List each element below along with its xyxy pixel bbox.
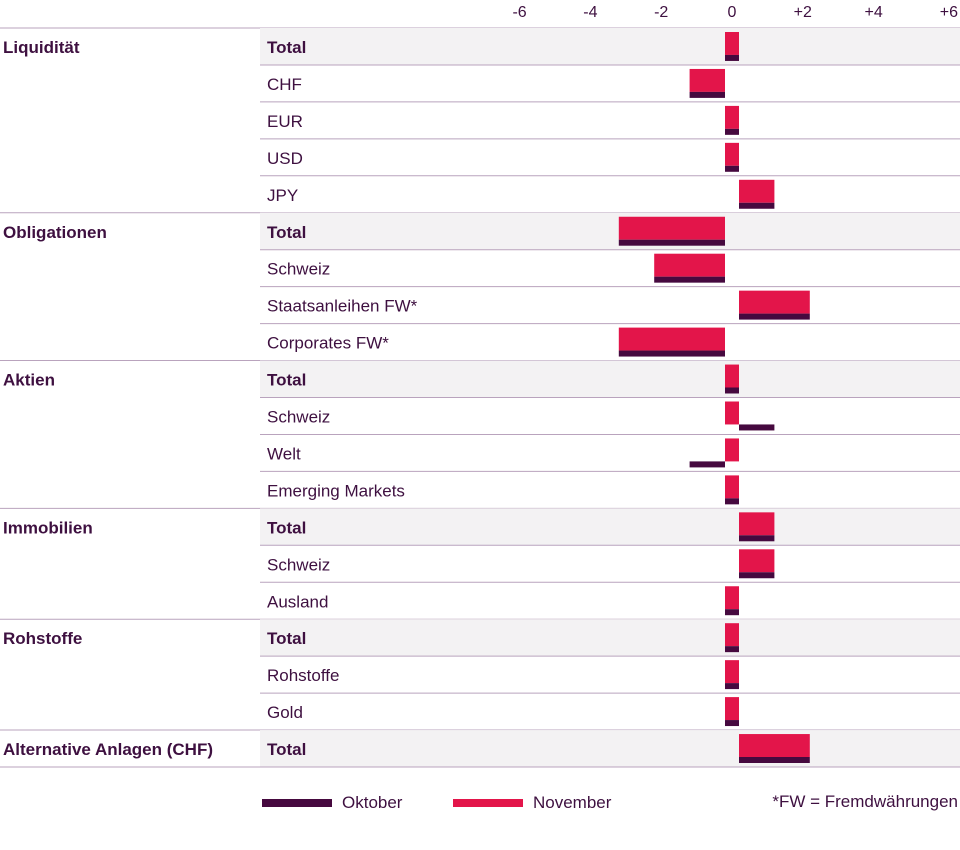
bar-november xyxy=(725,586,739,610)
bar-oktober xyxy=(618,350,725,357)
row-label: Welt xyxy=(267,444,301,463)
row-label: Total xyxy=(267,629,306,648)
group-label-aktien: Aktien xyxy=(3,371,55,390)
row-label: Total xyxy=(267,740,306,759)
bar-november xyxy=(725,697,739,721)
bar-november xyxy=(725,32,739,55)
bar-oktober xyxy=(689,461,725,468)
bar-oktober xyxy=(725,609,739,616)
x-tick-label: -2 xyxy=(654,4,668,21)
bar-oktober xyxy=(739,313,810,320)
row-label: Schweiz xyxy=(267,260,330,279)
bar-november xyxy=(618,327,725,351)
row-label: Corporates FW* xyxy=(267,334,389,353)
row-label: JPY xyxy=(267,186,298,205)
bar-oktober xyxy=(725,165,739,172)
bar-oktober xyxy=(725,128,739,135)
bar-november xyxy=(739,734,810,757)
x-tick-label: -6 xyxy=(512,4,526,21)
bar-november xyxy=(689,68,725,92)
bar-oktober xyxy=(725,683,739,690)
bar-oktober xyxy=(725,720,739,727)
bar-oktober xyxy=(739,757,810,763)
row-label: Schweiz xyxy=(267,408,330,427)
bar-november xyxy=(739,512,775,536)
row-band xyxy=(260,619,960,657)
bar-november xyxy=(725,475,739,499)
group-label-liquidität: Liquidität xyxy=(3,38,80,57)
group-label-immobilien: Immobilien xyxy=(3,518,93,537)
bar-november xyxy=(725,623,739,647)
row-label: Emerging Markets xyxy=(267,481,405,500)
x-tick-label: 0 xyxy=(728,4,737,21)
bar-november xyxy=(618,216,725,240)
bar-oktober xyxy=(725,498,739,505)
bar-november xyxy=(654,253,725,277)
row-label: Total xyxy=(267,518,306,537)
bar-november xyxy=(739,549,775,573)
group-label-rohstoffe: Rohstoffe xyxy=(3,629,82,648)
bar-november xyxy=(739,179,775,203)
footnote: *FW = Fremdwährungen xyxy=(772,792,958,811)
bar-november xyxy=(725,142,739,166)
bar-oktober xyxy=(618,239,725,246)
bar-november xyxy=(725,660,739,684)
bar-oktober xyxy=(739,572,775,579)
x-tick-label: +6 xyxy=(940,4,958,21)
group-label-obligationen: Obligationen xyxy=(3,223,107,242)
x-tick-label: +4 xyxy=(864,4,882,21)
row-label: EUR xyxy=(267,112,303,131)
bar-oktober xyxy=(739,202,775,209)
bar-oktober xyxy=(654,276,725,283)
bar-oktober xyxy=(725,646,739,653)
group-label-alternative-anlagen-chf: Alternative Anlagen (CHF) xyxy=(3,740,213,759)
row-band xyxy=(260,730,960,767)
row-label: Gold xyxy=(267,703,303,722)
bar-november xyxy=(725,364,739,388)
row-label: Schweiz xyxy=(267,555,330,574)
bar-november xyxy=(725,438,739,462)
row-label: Total xyxy=(267,223,306,242)
row-label: USD xyxy=(267,149,303,168)
legend-label-november: November xyxy=(533,793,612,812)
x-tick-label: -4 xyxy=(583,4,597,21)
row-band xyxy=(260,212,960,250)
legend-item-november: November xyxy=(453,792,611,814)
bar-november xyxy=(725,105,739,129)
legend-swatch-oktober xyxy=(262,799,332,807)
bar-november xyxy=(725,401,739,425)
row-label: Total xyxy=(267,38,306,57)
row-label: Rohstoffe xyxy=(267,666,339,685)
row-band xyxy=(260,508,960,546)
legend-swatch-november xyxy=(453,799,523,807)
bar-oktober xyxy=(725,387,739,394)
x-tick-label: +2 xyxy=(794,4,812,21)
row-label: Staatsanleihen FW* xyxy=(267,297,418,316)
bar-oktober xyxy=(739,535,775,542)
row-band xyxy=(260,28,960,65)
bar-november xyxy=(739,290,810,314)
row-label: Total xyxy=(267,371,306,390)
row-band xyxy=(260,360,960,398)
bar-oktober xyxy=(725,54,739,61)
bar-oktober xyxy=(739,424,775,431)
legend-item-oktober: Oktober xyxy=(262,792,402,814)
legend-label-oktober: Oktober xyxy=(342,793,403,812)
bar-oktober xyxy=(689,91,725,98)
row-label: CHF xyxy=(267,75,302,94)
row-label: Ausland xyxy=(267,592,328,611)
